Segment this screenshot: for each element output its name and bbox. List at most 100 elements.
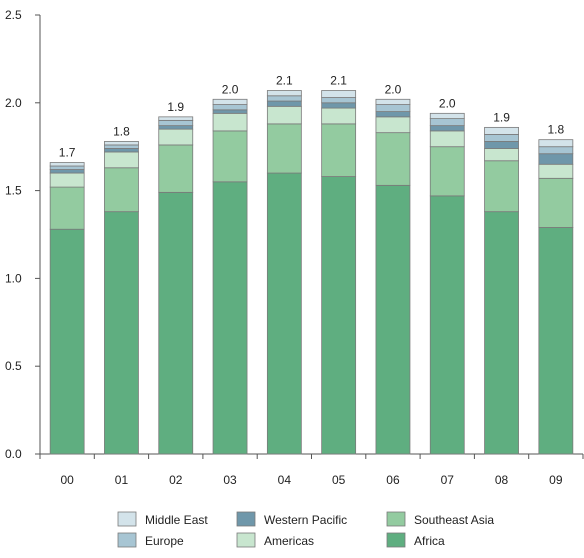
x-tick-label: 02 — [169, 473, 183, 487]
bar-segment — [375, 116, 411, 134]
bar-segment — [538, 153, 574, 165]
bar-total-label: 2.1 — [276, 74, 293, 88]
bar-segment — [104, 167, 139, 213]
bar-segment — [429, 125, 465, 132]
bar-segment — [104, 144, 139, 149]
bar-segment — [266, 90, 302, 97]
legend-swatch — [117, 532, 137, 548]
y-tick-label: 2.5 — [5, 8, 22, 22]
x-tick-label: 05 — [332, 473, 346, 487]
legend-label: Americas — [264, 534, 314, 548]
bar-segment — [321, 90, 357, 98]
bar-segment — [49, 169, 85, 174]
legend-label: Europe — [145, 534, 184, 548]
bar-segment — [484, 211, 519, 455]
bar-segment — [49, 172, 85, 188]
legend-swatch — [236, 511, 256, 527]
bar-segment — [266, 95, 302, 102]
x-tick-label: 01 — [115, 473, 129, 487]
bar-segment — [212, 112, 248, 132]
bar-segment — [158, 119, 194, 127]
x-tick-label: 00 — [60, 473, 74, 487]
bar-segment — [212, 104, 248, 111]
bar-segment — [104, 148, 139, 153]
legend-swatch — [386, 532, 406, 548]
y-tick-label: 1.5 — [5, 184, 22, 198]
bar-total-label: 2.1 — [330, 74, 347, 88]
bar-segment — [321, 123, 357, 177]
y-tick-label: 1.0 — [5, 271, 22, 285]
bar-segment — [49, 165, 85, 170]
y-tick-label: 2.0 — [5, 96, 22, 110]
chart-legend: Middle East Western Pacific Southeast Asia… — [117, 511, 494, 548]
bar-total-label: 2.0 — [222, 82, 239, 96]
bar-segment — [538, 227, 574, 455]
bar-segment — [375, 184, 411, 455]
bar-segment — [429, 146, 465, 197]
x-tick-label: 06 — [386, 473, 400, 487]
chart-axes: 0.0 0.5 1.0 1.5 2.0 2.5 00 01 02 03 04 05 06 07 08 09 — [5, 8, 584, 487]
x-tick-label: 07 — [441, 473, 455, 487]
bar-segment — [538, 139, 574, 148]
bar-segment — [158, 144, 194, 193]
bar-segment — [484, 148, 519, 162]
bar-segment — [104, 141, 139, 146]
legend-label: Africa — [414, 534, 445, 548]
bar-segment — [104, 151, 139, 169]
bar-segment — [321, 97, 357, 104]
bar-segment — [375, 98, 411, 105]
bar-segment — [375, 111, 411, 118]
bar-segment — [212, 181, 248, 455]
x-tick-label: 03 — [223, 473, 237, 487]
legend-label: Middle East — [145, 513, 208, 527]
bar-segment — [429, 112, 465, 120]
bar-segment — [375, 132, 411, 186]
bar-segment — [266, 172, 302, 455]
legend-swatch — [386, 511, 406, 527]
bar-total-label: 1.7 — [59, 146, 76, 160]
bar-segment — [538, 146, 574, 155]
bar-segment — [49, 228, 85, 455]
bar-total-label: 1.9 — [493, 110, 510, 124]
bar-segment — [321, 107, 357, 125]
bar-segment — [49, 186, 85, 230]
bar-segment — [266, 105, 302, 125]
bar-segment — [375, 104, 411, 112]
bar-segment — [538, 177, 574, 228]
bar-segment — [484, 134, 519, 142]
legend-label: Western Pacific — [264, 513, 347, 527]
bar-segment — [158, 125, 194, 130]
legend-label: Southeast Asia — [414, 513, 494, 527]
bar-total-label: 2.0 — [439, 96, 456, 110]
bar-segment — [212, 98, 248, 105]
bar-segment — [484, 160, 519, 213]
bar-segment — [266, 123, 302, 174]
chart-total-labels: 1.7 1.8 1.9 2.0 2.1 2.1 2.0 2.0 1.9 1.8 — [59, 74, 565, 160]
y-tick-label: 0.0 — [5, 447, 22, 461]
x-tick-label: 04 — [278, 473, 292, 487]
bar-total-label: 1.8 — [113, 124, 130, 138]
x-tick-label: 08 — [495, 473, 509, 487]
bar-segment — [212, 109, 248, 114]
bar-segment — [429, 130, 465, 148]
bar-segment — [158, 191, 194, 455]
bar-segment — [321, 102, 357, 109]
bar-segment — [158, 116, 194, 121]
legend-swatch — [236, 532, 256, 548]
bar-segment — [538, 163, 574, 179]
x-tick-label: 09 — [549, 473, 563, 487]
chart-bars — [49, 90, 574, 455]
bar-segment — [158, 128, 194, 146]
y-tick-label: 0.5 — [5, 359, 22, 373]
bar-total-label: 1.8 — [548, 123, 565, 137]
bar-segment — [484, 141, 519, 149]
bar-segment — [104, 211, 139, 455]
bar-segment — [484, 126, 519, 135]
legend-swatch — [117, 511, 137, 527]
bar-total-label: 2.0 — [385, 82, 402, 96]
bar-segment — [429, 118, 465, 127]
bar-segment — [321, 176, 357, 455]
bar-total-label: 1.9 — [167, 100, 184, 114]
bar-segment — [212, 130, 248, 183]
